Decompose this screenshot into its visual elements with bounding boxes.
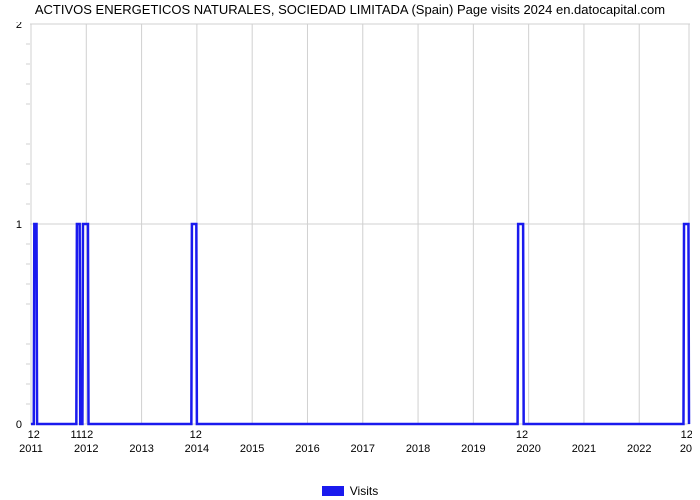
svg-text:2022: 2022 [627, 443, 651, 455]
svg-text:2018: 2018 [406, 443, 430, 455]
svg-text:12: 12 [28, 429, 40, 441]
chart-legend: Visits [0, 484, 700, 498]
svg-text:2019: 2019 [461, 443, 485, 455]
chart-plot-area: 0122011201220132014201520162017201820192… [8, 22, 692, 482]
svg-text:2014: 2014 [185, 443, 209, 455]
svg-text:2017: 2017 [351, 443, 375, 455]
svg-text:2012: 2012 [74, 443, 98, 455]
legend-swatch [322, 486, 344, 496]
svg-text:12: 12 [516, 429, 528, 441]
svg-text:0: 0 [16, 419, 22, 431]
svg-text:2020: 2020 [516, 443, 540, 455]
svg-text:2013: 2013 [129, 443, 153, 455]
visits-chart: ACTIVOS ENERGETICOS NATURALES, SOCIEDAD … [0, 0, 700, 500]
chart-title: ACTIVOS ENERGETICOS NATURALES, SOCIEDAD … [0, 2, 700, 17]
svg-text:12: 12 [190, 429, 202, 441]
svg-text:1112: 1112 [70, 429, 93, 441]
svg-text:2021: 2021 [572, 443, 596, 455]
svg-text:202: 202 [680, 443, 692, 455]
legend-label: Visits [350, 484, 378, 498]
svg-text:12: 12 [681, 429, 692, 441]
svg-text:1: 1 [16, 219, 22, 231]
svg-text:2: 2 [16, 22, 22, 31]
svg-text:2015: 2015 [240, 443, 264, 455]
svg-text:2011: 2011 [19, 443, 43, 455]
svg-text:2016: 2016 [295, 443, 319, 455]
